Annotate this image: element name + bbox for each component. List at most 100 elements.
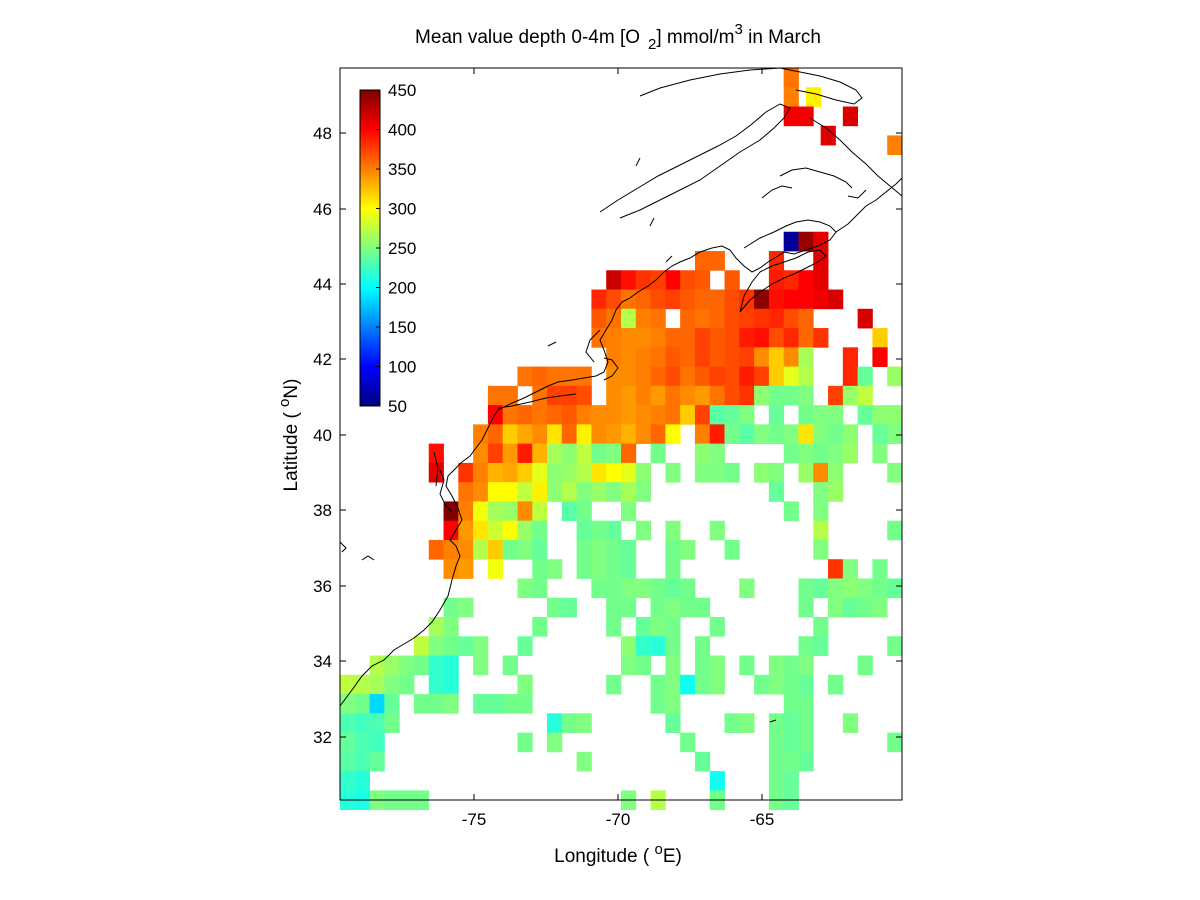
heatmap-cell <box>591 328 607 348</box>
heatmap-cell <box>547 482 563 502</box>
heatmap-cell <box>428 674 444 695</box>
heatmap-cell <box>650 366 666 387</box>
heatmap-cell <box>887 462 903 483</box>
heatmap-cell <box>369 694 385 714</box>
heatmap-cell <box>754 462 770 483</box>
heatmap-cell <box>768 328 785 348</box>
heatmap-cell <box>458 559 474 579</box>
heatmap-cell <box>547 713 563 733</box>
heatmap-cell <box>532 617 548 637</box>
heatmap-cell <box>857 366 873 387</box>
heatmap-cell <box>694 405 711 425</box>
heatmap-cell <box>428 617 444 637</box>
heatmap-cell <box>665 289 681 310</box>
heatmap-cell <box>887 520 903 541</box>
heatmap-cell <box>739 328 755 348</box>
heatmap-cell <box>887 135 903 156</box>
colorbar-tick-label: 50 <box>388 397 407 416</box>
heatmap-cell <box>487 462 504 483</box>
heatmap-cell <box>887 366 903 387</box>
heatmap-cell <box>887 636 903 656</box>
heatmap-cell <box>783 424 799 445</box>
heatmap-cell <box>813 539 829 560</box>
heatmap-cell <box>665 424 681 445</box>
heatmap-cell <box>857 597 873 618</box>
ylabel-prefix: Latitude ( <box>281 407 302 492</box>
heatmap-cell <box>887 578 903 599</box>
heatmap-cell <box>783 674 799 695</box>
heatmap-cell <box>820 125 836 146</box>
heatmap-cell <box>487 385 504 406</box>
heatmap-cell <box>694 462 711 483</box>
heatmap-cell <box>576 501 592 522</box>
heatmap-cell <box>798 328 814 348</box>
colorbar-tick-label: 100 <box>388 358 416 377</box>
colorbar-tick-label: 450 <box>388 81 416 100</box>
heatmap-cell <box>768 732 785 753</box>
heatmap-cell <box>887 424 903 445</box>
heatmap-cell <box>709 520 725 541</box>
heatmap-cell <box>842 559 859 579</box>
heatmap-cell <box>576 713 592 733</box>
x-axis-label: Longitude ( oE) <box>554 841 682 867</box>
heatmap-cell <box>561 405 578 425</box>
heatmap-cell <box>768 713 785 733</box>
title-middle: ] mmol/m <box>656 27 734 48</box>
heatmap-cell <box>635 405 651 425</box>
heatmap-cell <box>591 520 607 541</box>
heatmap-cell <box>768 674 785 695</box>
heatmap-cell <box>680 289 696 310</box>
heatmap-cell <box>887 405 903 425</box>
heatmap-cell <box>798 405 814 425</box>
heatmap-cell <box>665 328 681 348</box>
heatmap-cell <box>650 308 666 329</box>
heatmap-cell <box>783 270 799 290</box>
heatmap-cell <box>739 405 755 425</box>
heatmap-cell <box>502 462 518 483</box>
heatmap-cell <box>739 289 755 310</box>
chart-title: Mean value depth 0-4m [O 2] mmol/m3 in Ma… <box>415 21 821 53</box>
heatmap-cell <box>621 578 637 599</box>
heatmap-cell <box>458 520 474 541</box>
heatmap-cell <box>828 559 844 579</box>
heatmap-cell <box>517 443 533 464</box>
heatmap-cell <box>473 424 489 445</box>
heatmap-cell <box>813 578 829 599</box>
heatmap-cell <box>354 732 370 753</box>
heatmap-cell <box>783 385 799 406</box>
heatmap-cell <box>502 501 518 522</box>
heatmap-cell <box>665 405 681 425</box>
heatmap-cell <box>798 366 814 387</box>
heatmap-cell <box>354 771 370 791</box>
heatmap-cell <box>487 501 504 522</box>
heatmap-cell <box>724 289 740 310</box>
heatmap-cell <box>828 578 844 599</box>
heatmap-cell <box>857 578 873 599</box>
heatmap-cell <box>783 289 799 310</box>
heatmap-cell <box>650 347 666 367</box>
heatmap-cell <box>413 636 430 656</box>
heatmap-cell <box>443 636 459 656</box>
heatmap-cell <box>354 674 370 695</box>
y-tick-label: 34 <box>313 652 332 671</box>
heatmap-cell <box>428 462 444 483</box>
heatmap-cell <box>739 578 755 599</box>
heatmap-cell <box>473 539 489 560</box>
heatmap-cell <box>768 771 785 791</box>
heatmap-cell <box>828 462 844 483</box>
plot-area: -75 -70 -65 32 34 36 38 40 <box>313 67 903 829</box>
heatmap-cell <box>768 405 785 425</box>
heatmap-cell <box>547 559 563 579</box>
heatmap-cell <box>739 424 755 445</box>
heatmap-cell <box>502 539 518 560</box>
heatmap-cell <box>694 636 711 656</box>
title-suffix: in March <box>743 27 821 48</box>
heatmap-cell <box>754 366 770 387</box>
heatmap-cell <box>828 482 844 502</box>
heatmap-cell <box>621 636 637 656</box>
x-tick-label: -65 <box>750 810 775 829</box>
heatmap-cell <box>798 443 814 464</box>
heatmap-cell <box>517 501 533 522</box>
heatmap-cell <box>828 674 844 695</box>
heatmap-cell <box>591 482 607 502</box>
